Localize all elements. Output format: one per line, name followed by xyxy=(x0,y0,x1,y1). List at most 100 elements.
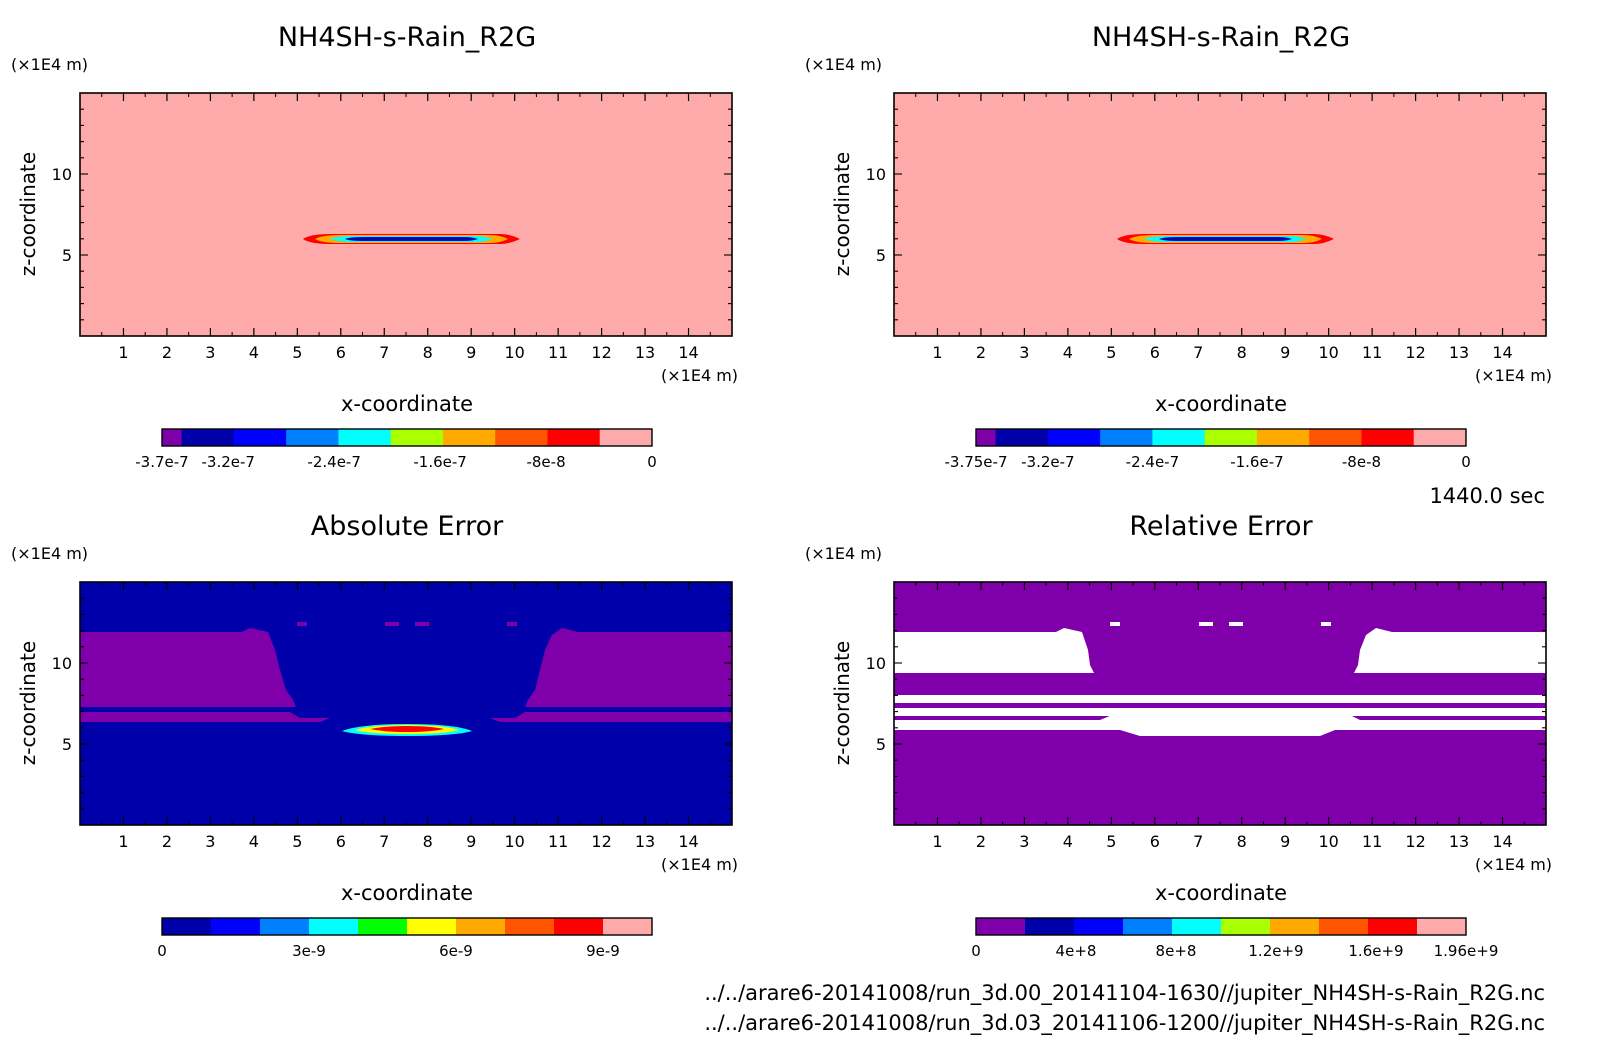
y-tick-labels: 5 10 xyxy=(866,165,886,265)
x-tick-label: 4 xyxy=(249,832,259,851)
y-axis-label: z-coordinate xyxy=(830,152,854,276)
file-path-2: ../../arare6-20141008/run_3d.03_20141106… xyxy=(704,1011,1545,1036)
x-tick-label: 13 xyxy=(635,832,655,851)
time-stamp: 1440.0 sec xyxy=(1429,484,1545,508)
x-tick-label: 1 xyxy=(932,832,942,851)
feature-core xyxy=(345,237,478,241)
x-tick-labels: 1 2 3 4 5 6 7 8 9 10 11 12 13 14 xyxy=(932,832,1512,851)
colorbar-swatch xyxy=(1361,429,1415,446)
region-band-lower xyxy=(894,715,1546,736)
x-tick-label: 8 xyxy=(423,343,433,362)
plot-area xyxy=(80,93,732,336)
chart-title: NH4SH-s-Rain_R2G xyxy=(278,22,536,53)
region-dot xyxy=(297,622,307,626)
y-tick-labels: 5 10 xyxy=(866,654,886,754)
colorbar-swatch xyxy=(1152,429,1206,446)
colorbar-swatch xyxy=(1172,918,1222,935)
data-regions xyxy=(80,622,732,722)
colorbar-swatch xyxy=(442,429,496,446)
x-unit-label: (×1E4 m) xyxy=(1475,855,1552,874)
colorbar-swatch xyxy=(286,429,339,446)
colorbar-swatch xyxy=(456,918,506,935)
x-axis-label: x-coordinate xyxy=(1155,392,1287,416)
data-feature xyxy=(1117,234,1334,244)
x-tick-label: 12 xyxy=(591,343,611,362)
colorbar-frame xyxy=(161,428,653,447)
region-right xyxy=(525,628,732,707)
panel-bottom-left: Absolute Error (×1E4 m) 1 2 3 4 5 6 7 8 9 10 11 12 1… xyxy=(11,511,738,960)
colorbar-tick-label: -3.75e-7 xyxy=(945,453,1008,471)
y-unit-label: (×1E4 m) xyxy=(805,55,882,74)
colorbar-swatch xyxy=(1368,918,1418,935)
x-tick-label: 4 xyxy=(249,343,259,362)
x-tick-label: 7 xyxy=(379,832,389,851)
x-tick-label: 12 xyxy=(591,832,611,851)
x-tick-label: 12 xyxy=(1405,832,1425,851)
x-tick-label: 5 xyxy=(292,343,302,362)
colorbar-tick-label: -3.2e-7 xyxy=(1021,453,1074,471)
x-tick-label: 3 xyxy=(205,832,215,851)
y-tick-label: 10 xyxy=(866,165,886,184)
colorbar-swatch xyxy=(1025,918,1075,935)
x-tick-label: 8 xyxy=(1237,832,1247,851)
colorbar-tick-label: 0 xyxy=(647,453,657,471)
colorbar-tick-label: 9e-9 xyxy=(586,942,620,960)
x-axis-label: x-coordinate xyxy=(1155,881,1287,905)
x-tick-label: 10 xyxy=(504,343,524,362)
x-tick-label: 3 xyxy=(205,343,215,362)
colorbar-tick-label: 1.6e+9 xyxy=(1348,942,1403,960)
x-tick-label: 11 xyxy=(1362,832,1382,851)
x-tick-label: 2 xyxy=(976,832,986,851)
colorbar-swatch xyxy=(162,429,183,446)
x-tick-label: 14 xyxy=(678,832,698,851)
data-feature xyxy=(303,234,520,244)
x-tick-label: 11 xyxy=(1362,343,1382,362)
chart-title: Relative Error xyxy=(1129,511,1313,542)
colorbar-swatch xyxy=(547,429,601,446)
x-unit-label: (×1E4 m) xyxy=(661,855,738,874)
colorbar-tick-label: -8e-8 xyxy=(1342,453,1381,471)
x-tick-label: 9 xyxy=(466,343,476,362)
colorbar: -3.75e-7 -3.2e-7 -2.4e-7 -1.6e-7 -8e-8 0 xyxy=(945,428,1471,471)
colorbar-swatch xyxy=(1100,429,1153,446)
x-tick-label: 14 xyxy=(678,343,698,362)
x-tick-labels: 1 2 3 4 5 6 7 8 9 10 11 12 13 14 xyxy=(118,832,698,851)
axis-ticks xyxy=(894,582,1546,825)
colorbar-swatch xyxy=(338,429,392,446)
colorbar-swatch xyxy=(976,429,997,446)
region-dot xyxy=(415,622,429,626)
x-tick-label: 14 xyxy=(1492,343,1512,362)
y-tick-label: 5 xyxy=(876,735,886,754)
colorbar-tick-label: -1.6e-7 xyxy=(1230,453,1283,471)
colorbar-swatch xyxy=(1270,918,1320,935)
panel-bottom-right: Relative Error (×1E4 m) 1 2 3 4 5 6 7 8 9 10 11 12 1… xyxy=(805,511,1552,960)
x-axis-label: x-coordinate xyxy=(341,881,473,905)
colorbar-swatch xyxy=(1204,429,1258,446)
region-dot xyxy=(385,622,399,626)
x-tick-label: 2 xyxy=(162,832,172,851)
x-tick-label: 10 xyxy=(1318,343,1338,362)
x-tick-label: 5 xyxy=(1106,343,1116,362)
axis-ticks xyxy=(80,582,732,825)
panel-top-left: NH4SH-s-Rain_R2G (×1E4 m) 1 2 3 4 5 6 7 8 9 10 11 1… xyxy=(11,22,738,471)
colorbar-frame xyxy=(975,917,1467,936)
colorbar-swatch xyxy=(181,429,235,446)
region-dot xyxy=(1110,622,1120,626)
y-tick-label: 5 xyxy=(876,246,886,265)
region-left xyxy=(80,628,296,707)
colorbar-tick-label: 0 xyxy=(971,942,981,960)
colorbar-swatch xyxy=(1417,918,1467,935)
x-tick-label: 7 xyxy=(1193,832,1203,851)
colorbar-swatch xyxy=(162,918,212,935)
x-tick-label: 10 xyxy=(504,832,524,851)
y-tick-label: 10 xyxy=(52,165,72,184)
colorbar-tick-label: -1.6e-7 xyxy=(413,453,466,471)
x-tick-labels: 1 2 3 4 5 6 7 8 9 10 11 12 13 14 xyxy=(118,343,698,362)
x-tick-label: 4 xyxy=(1063,343,1073,362)
colorbar-tick-label: -3.7e-7 xyxy=(135,453,188,471)
colorbar-swatch xyxy=(495,429,548,446)
colorbar-swatch xyxy=(1221,918,1271,935)
colorbar-tick-label: 0 xyxy=(1461,453,1471,471)
colorbar-tick-label: 3e-9 xyxy=(292,942,326,960)
